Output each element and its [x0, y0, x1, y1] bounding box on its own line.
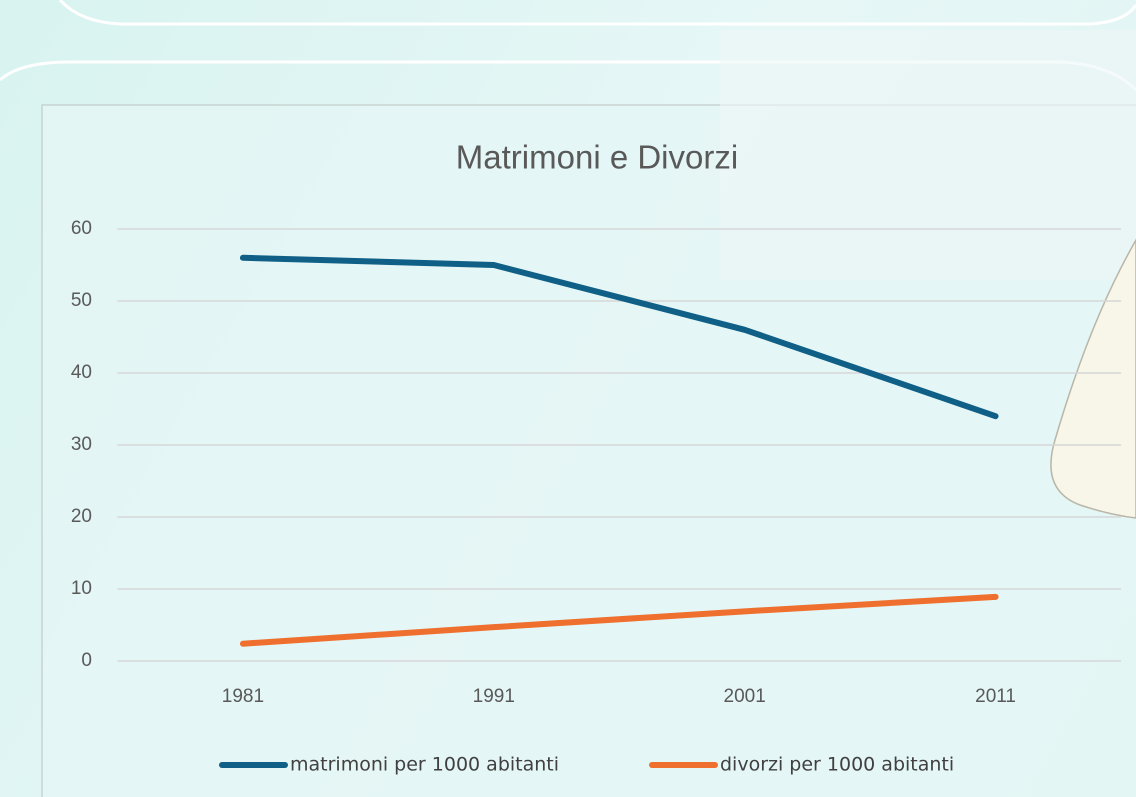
legend-label: divorzi per 1000 abitanti: [720, 754, 954, 776]
blurred-image: [720, 30, 1136, 280]
y-tick-label: 0: [81, 650, 92, 671]
data-line: [239, 254, 999, 420]
y-tick-label: 50: [71, 290, 92, 311]
legend-label: matrimoni per 1000 abitanti: [290, 754, 559, 776]
x-tick-label: 1991: [473, 686, 515, 707]
data-line: [239, 593, 999, 647]
y-tick-label: 40: [71, 362, 92, 383]
frame-top: [58, 0, 1136, 26]
y-tick-label: 60: [71, 218, 92, 239]
chart-title: Matrimoni e Divorzi: [456, 139, 738, 176]
y-tick-label: 20: [71, 506, 92, 527]
x-tick-label: 1981: [222, 686, 264, 707]
y-tick-label: 30: [71, 434, 92, 455]
x-tick-label: 2001: [724, 686, 766, 707]
x-tick-label: 2011: [975, 686, 1016, 707]
y-tick-label: 10: [71, 578, 92, 599]
decoration-shape: [1050, 238, 1136, 519]
